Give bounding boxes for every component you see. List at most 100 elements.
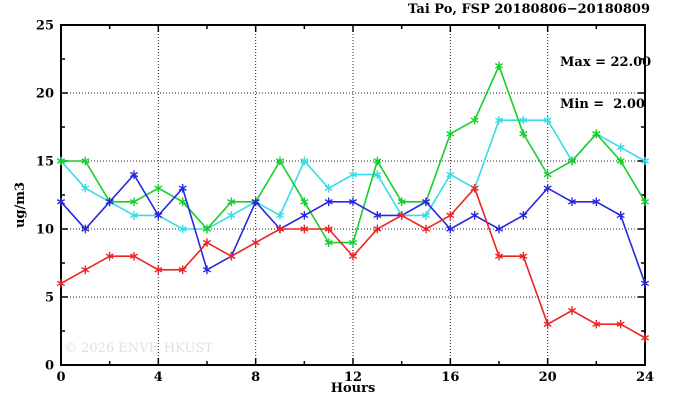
data-point-marker: [592, 197, 601, 207]
min-value-label: Min = 2.00: [560, 97, 645, 112]
data-point-marker: [324, 197, 333, 207]
x-tick-label: 8: [251, 370, 260, 385]
data-point-marker: [421, 224, 431, 234]
data-point-marker: [56, 197, 66, 207]
data-point-marker: [519, 251, 528, 261]
data-point-marker: [519, 129, 528, 139]
data-point-marker: [519, 211, 528, 220]
data-point-marker: [616, 143, 625, 152]
y-tick-label: 10: [36, 223, 54, 238]
data-point-marker: [56, 156, 66, 166]
data-point-marker: [227, 197, 236, 207]
x-tick-label: 16: [441, 370, 459, 385]
data-point-marker: [348, 251, 358, 261]
data-point-marker: [543, 115, 552, 125]
x-tick-label: 24: [636, 370, 654, 385]
data-point-marker: [446, 224, 455, 234]
data-point-marker: [592, 129, 601, 139]
data-point-marker: [543, 170, 552, 179]
data-point-marker: [421, 211, 431, 220]
data-point-marker: [446, 170, 455, 179]
data-point-marker: [202, 238, 212, 247]
data-point-marker: [348, 197, 358, 207]
data-point-marker: [324, 224, 333, 234]
data-point-marker: [470, 211, 479, 220]
data-point-marker: [616, 211, 625, 220]
x-axis-label: Hours: [330, 381, 376, 396]
x-tick-label: 4: [154, 370, 163, 385]
data-point-marker: [178, 265, 187, 275]
data-point-marker: [81, 156, 90, 166]
y-axis-label: ug/m3: [13, 181, 28, 229]
data-point-marker: [373, 156, 382, 166]
data-point-marker: [324, 183, 333, 193]
data-point-marker: [616, 319, 625, 329]
data-point-marker: [81, 224, 90, 234]
data-point-marker: [397, 211, 406, 220]
data-point-marker: [251, 197, 260, 207]
data-point-marker: [446, 211, 455, 220]
data-point-marker: [154, 183, 163, 193]
data-point-marker: [129, 211, 139, 220]
data-point-marker: [494, 61, 504, 71]
x-tick-label: 20: [539, 370, 557, 385]
gridlines: [61, 25, 645, 365]
data-point-marker: [640, 333, 650, 343]
data-point-marker: [275, 156, 285, 166]
data-point-marker: [300, 197, 309, 207]
data-point-marker: [300, 156, 309, 166]
x-tick-label: 0: [56, 370, 65, 385]
data-point-marker: [640, 156, 650, 166]
y-tick-label: 25: [36, 19, 54, 34]
x-tick-label: 12: [344, 370, 362, 385]
data-point-marker: [129, 170, 139, 179]
data-point-marker: [178, 183, 187, 193]
data-point-marker: [178, 197, 187, 207]
y-tick-label: 5: [45, 291, 54, 306]
data-point-marker: [300, 211, 309, 220]
data-point-marker: [567, 197, 577, 207]
data-point-marker: [567, 156, 577, 166]
data-point-marker: [421, 197, 431, 207]
data-point-marker: [348, 238, 358, 247]
data-point-marker: [154, 265, 163, 275]
data-point-marker: [373, 211, 382, 220]
data-point-marker: [275, 224, 285, 234]
data-point-marker: [543, 319, 552, 329]
data-point-marker: [105, 197, 114, 207]
watermark: © 2026 ENVF, HKUST: [64, 341, 213, 356]
data-point-marker: [275, 211, 285, 220]
data-point-marker: [129, 197, 139, 207]
data-point-marker: [227, 211, 236, 220]
data-point-marker: [348, 170, 358, 179]
data-point-marker: [592, 319, 601, 329]
data-point-marker: [470, 183, 479, 193]
y-tick-label: 15: [36, 155, 54, 170]
x-tick-labels: 0 4 8 12 16 20 24: [56, 370, 654, 385]
data-point-marker: [81, 265, 90, 275]
data-point-marker: [494, 224, 504, 234]
plot-frame: [60, 24, 646, 366]
max-value-label: Max = 22.00: [560, 55, 652, 70]
y-tick-label: 20: [36, 87, 54, 102]
data-point-marker: [202, 265, 212, 275]
data-point-marker: [324, 238, 333, 247]
data-point-marker: [202, 224, 212, 234]
y-tick-label: 0: [45, 359, 54, 374]
data-point-marker: [470, 115, 479, 125]
data-point-marker: [300, 224, 309, 234]
y-tick-labels: 0 5 10 15 20 25: [36, 19, 54, 374]
data-point-marker: [640, 197, 650, 207]
data-point-marker: [616, 156, 625, 166]
data-point-marker: [105, 251, 114, 261]
data-point-marker: [373, 224, 382, 234]
series-green: [56, 61, 650, 247]
data-point-marker: [494, 115, 504, 125]
chart-title: Tai Po, FSP 20180806−20180809: [407, 2, 650, 17]
max-min-annotation: Max = 22.00 Min = 2.00: [560, 28, 651, 140]
data-point-marker: [640, 279, 650, 288]
data-point-marker: [543, 183, 552, 193]
